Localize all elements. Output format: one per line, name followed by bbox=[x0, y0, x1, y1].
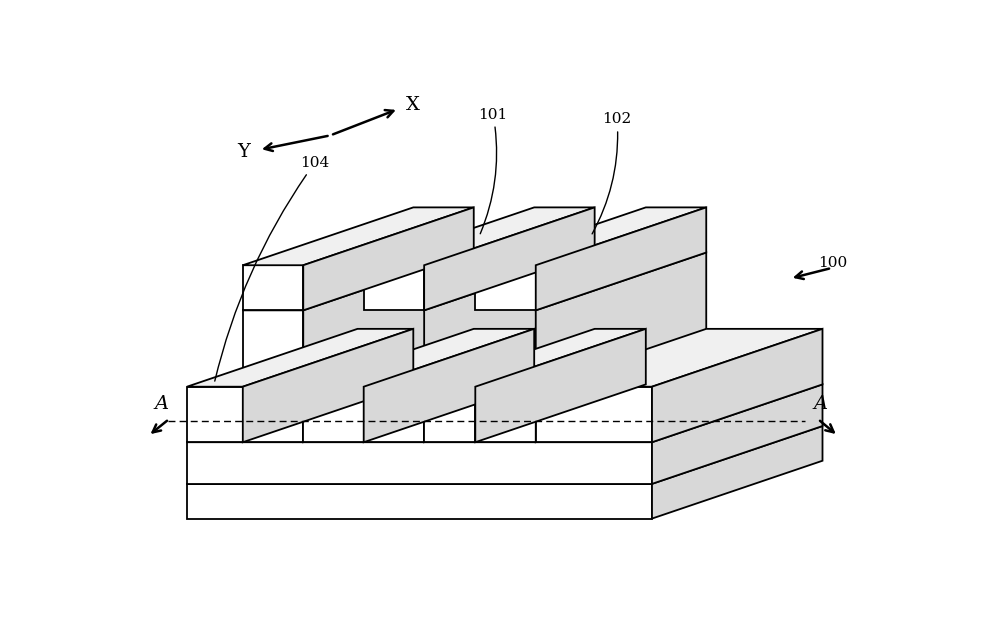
Polygon shape bbox=[475, 252, 706, 310]
Polygon shape bbox=[243, 252, 474, 310]
Polygon shape bbox=[364, 207, 595, 265]
Polygon shape bbox=[364, 252, 595, 310]
Polygon shape bbox=[652, 329, 822, 442]
Polygon shape bbox=[475, 207, 706, 265]
Polygon shape bbox=[303, 329, 534, 387]
Polygon shape bbox=[364, 329, 534, 442]
Polygon shape bbox=[187, 329, 413, 387]
Polygon shape bbox=[243, 265, 303, 310]
Polygon shape bbox=[187, 384, 822, 442]
Polygon shape bbox=[475, 310, 536, 442]
Polygon shape bbox=[303, 207, 474, 310]
Polygon shape bbox=[303, 387, 364, 442]
Polygon shape bbox=[187, 442, 652, 484]
Polygon shape bbox=[243, 329, 413, 442]
Polygon shape bbox=[536, 329, 822, 387]
Polygon shape bbox=[475, 329, 646, 442]
Polygon shape bbox=[424, 329, 646, 387]
Polygon shape bbox=[364, 265, 424, 310]
Polygon shape bbox=[652, 426, 822, 518]
Text: 104: 104 bbox=[215, 156, 330, 381]
Text: 101: 101 bbox=[479, 108, 508, 233]
Polygon shape bbox=[243, 310, 303, 442]
Text: A: A bbox=[813, 395, 827, 413]
Polygon shape bbox=[303, 252, 474, 442]
Text: Y: Y bbox=[237, 143, 250, 162]
Polygon shape bbox=[475, 265, 536, 310]
Text: X: X bbox=[406, 96, 420, 115]
Polygon shape bbox=[364, 310, 424, 442]
Text: 102: 102 bbox=[592, 112, 632, 234]
Polygon shape bbox=[536, 252, 706, 442]
Polygon shape bbox=[187, 426, 822, 484]
Polygon shape bbox=[424, 252, 595, 442]
Text: A: A bbox=[154, 395, 168, 413]
Polygon shape bbox=[424, 387, 475, 442]
Polygon shape bbox=[187, 484, 652, 518]
Polygon shape bbox=[243, 207, 474, 265]
Polygon shape bbox=[536, 207, 706, 310]
Polygon shape bbox=[187, 387, 243, 442]
Polygon shape bbox=[424, 207, 595, 310]
Polygon shape bbox=[652, 384, 822, 484]
Polygon shape bbox=[536, 387, 652, 442]
Text: 100: 100 bbox=[819, 256, 848, 270]
